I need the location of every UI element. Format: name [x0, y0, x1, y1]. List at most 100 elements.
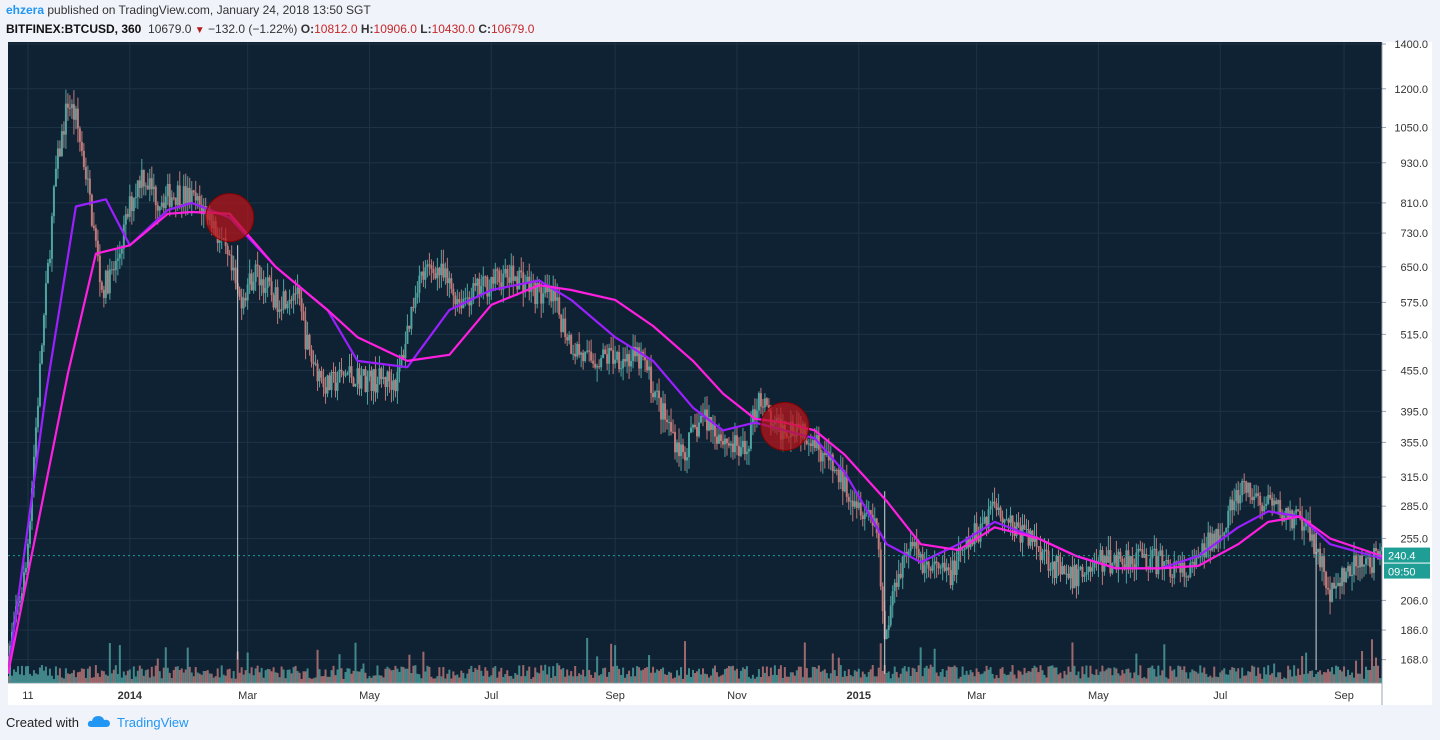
candle-body	[66, 103, 69, 108]
volume-bar	[1329, 671, 1332, 683]
volume-bar	[188, 666, 191, 683]
volume-bar	[993, 678, 996, 683]
candle-body	[947, 567, 950, 571]
candle-body	[440, 263, 443, 276]
candle-body	[1149, 558, 1152, 569]
volume-bars	[8, 637, 1382, 683]
volume-bar	[1217, 677, 1220, 683]
candle-body	[995, 503, 998, 510]
candle-body	[1231, 499, 1234, 511]
candle-body	[1145, 553, 1148, 568]
volume-bar	[975, 668, 978, 683]
volume-bar	[905, 671, 908, 683]
candle-body	[394, 380, 397, 392]
candle-body	[1325, 571, 1328, 589]
candle-body	[945, 567, 948, 571]
candle-body	[664, 403, 667, 420]
candle-body	[118, 253, 121, 259]
candle-body	[1075, 564, 1078, 587]
candle-body	[1123, 564, 1126, 569]
candle-body	[879, 549, 882, 587]
volume-bar	[953, 665, 956, 683]
volume-bar	[518, 665, 521, 683]
volume-bar	[787, 676, 790, 683]
candle-body	[682, 444, 685, 453]
volume-bar	[931, 666, 934, 683]
volume-bar	[304, 671, 307, 683]
volume-bar	[676, 670, 679, 683]
volume-bar	[118, 645, 121, 683]
volume-bar	[330, 670, 333, 683]
volume-bar	[516, 674, 519, 683]
candle-body	[602, 349, 605, 359]
candle-body	[1119, 551, 1122, 559]
volume-bar	[1175, 676, 1178, 683]
candle-body	[442, 263, 445, 278]
volume-bar	[532, 677, 535, 683]
footer: Created with TradingView	[6, 714, 189, 731]
volume-bar	[230, 678, 233, 683]
volume-bar	[1111, 675, 1114, 683]
candle-body	[1027, 529, 1030, 546]
volume-bar	[1201, 672, 1204, 683]
candle-body	[28, 520, 31, 544]
volume-bar	[723, 669, 726, 683]
volume-bar	[76, 672, 79, 683]
candle-body	[32, 456, 35, 489]
candle-body	[256, 264, 259, 266]
candle-body	[1155, 548, 1158, 575]
volume-bar	[100, 670, 103, 683]
candle-body	[292, 293, 295, 301]
volume-bar	[735, 668, 738, 683]
volume-bar	[917, 665, 920, 683]
author-link[interactable]: ehzera	[6, 3, 45, 17]
candle-body	[997, 507, 1000, 510]
candle-body	[188, 187, 191, 204]
candle-body	[178, 185, 181, 207]
candle-body	[839, 469, 842, 483]
volume-bar	[228, 668, 231, 683]
candle-body	[1309, 520, 1312, 541]
volume-bar	[999, 668, 1002, 683]
candle-body	[124, 214, 127, 225]
candle-body	[170, 197, 173, 207]
volume-bar	[514, 672, 517, 683]
volume-bar	[843, 670, 846, 683]
candle-body	[330, 372, 333, 390]
candle-body	[983, 517, 986, 523]
candle-body	[1221, 535, 1224, 537]
volume-bar	[484, 667, 487, 683]
volume-bar	[1247, 671, 1250, 683]
candle-body	[264, 288, 267, 293]
volume-bar	[42, 670, 45, 683]
candle-body	[1099, 549, 1102, 561]
tradingview-link[interactable]: TradingView	[116, 715, 189, 730]
volume-bar	[1103, 671, 1106, 683]
last-price: 10679.0	[148, 22, 192, 36]
candle-body	[1085, 572, 1088, 575]
volume-bar	[528, 666, 531, 683]
candle-body	[320, 371, 323, 378]
candle-body	[1201, 543, 1204, 556]
candle-body	[566, 337, 569, 341]
volume-bar	[1095, 669, 1098, 683]
candle-body	[122, 224, 125, 249]
candle-body	[576, 344, 579, 357]
volume-bar	[785, 676, 788, 683]
candle-body	[484, 276, 487, 278]
x-tick-label: 11	[22, 690, 33, 702]
volume-bar	[186, 647, 189, 683]
candle-body	[296, 287, 299, 294]
volume-bar	[328, 676, 331, 683]
volume-bar	[324, 669, 327, 683]
volume-bar	[1015, 678, 1018, 683]
volume-bar	[552, 666, 555, 683]
candle-body	[941, 562, 944, 568]
candle-body	[476, 278, 479, 286]
volume-bar	[947, 666, 950, 683]
volume-bar	[254, 668, 257, 683]
volume-bar	[130, 678, 133, 683]
time-tag-label: 09:50	[1388, 567, 1416, 579]
high-value: 10906.0	[373, 22, 417, 36]
